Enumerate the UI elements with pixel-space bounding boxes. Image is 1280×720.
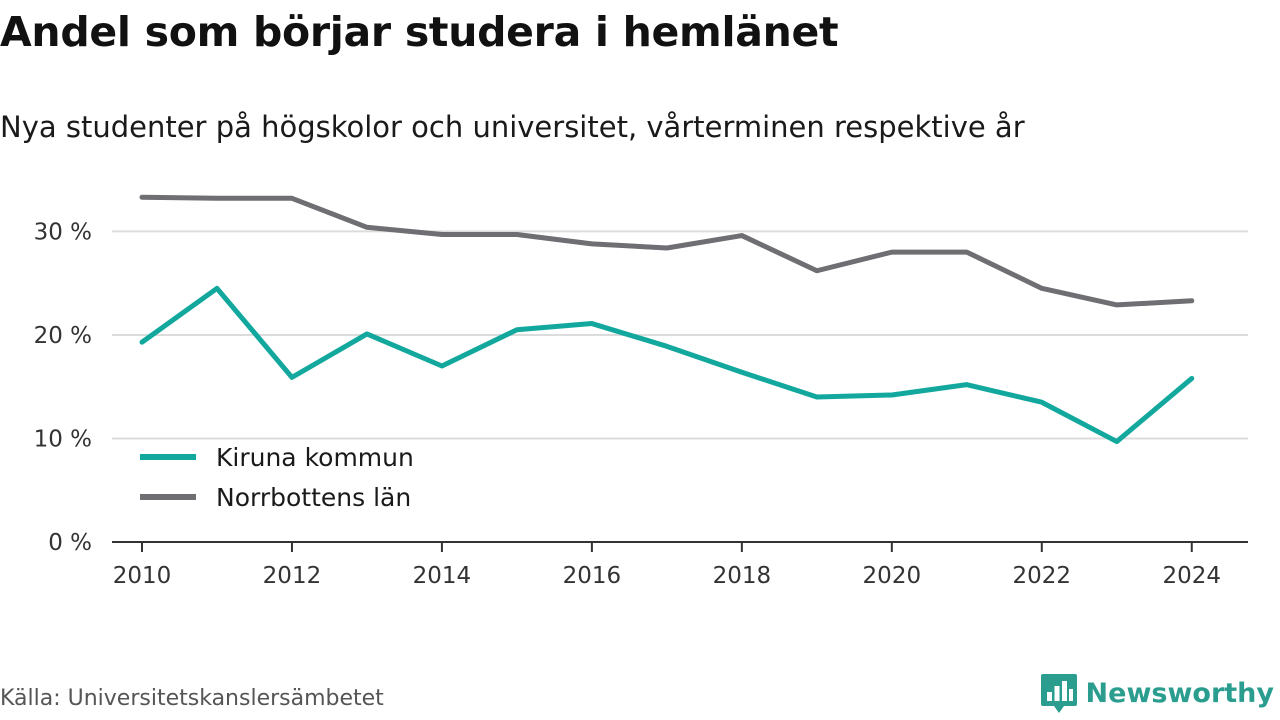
x-tick-label: 2012 <box>263 563 322 589</box>
x-tick-label: 2018 <box>713 563 772 589</box>
legend-label: Norrbottens län <box>216 483 411 512</box>
x-tick-label: 2022 <box>1013 563 1072 589</box>
chart-title: Andel som börjar studera i hemlänet <box>0 8 839 56</box>
y-tick-label: 20 % <box>34 323 92 349</box>
x-tick-label: 2020 <box>863 563 922 589</box>
legend-label: Kiruna kommun <box>216 443 414 472</box>
legend-item-kiruna: Kiruna kommun <box>140 443 414 472</box>
legend: Kiruna kommun Norrbottens län <box>140 443 414 512</box>
y-tick-label: 0 % <box>48 530 92 556</box>
y-tick-label: 30 % <box>34 219 92 245</box>
x-tick-label: 2024 <box>1162 563 1221 589</box>
legend-item-norrbotten: Norrbottens län <box>140 483 411 512</box>
series-lines <box>139 194 1195 445</box>
source-note: Källa: Universitetskanslersämbetet <box>0 686 384 711</box>
series-line-kiruna <box>139 285 1195 445</box>
x-tick-label: 2016 <box>563 563 622 589</box>
gridlines <box>112 230 1248 440</box>
chart-subtitle: Nya studenter på högskolor och universit… <box>0 110 1025 144</box>
series-line-norrbotten <box>139 194 1195 308</box>
x-tick-label: 2010 <box>113 563 172 589</box>
brand-logo: Newsworthy <box>1040 672 1274 714</box>
axes: 0 % 10 % 20 % 30 % 2010 2012 2014 2016 2018 2020 2… <box>34 219 1248 589</box>
brand-name: Newsworthy <box>1085 677 1274 709</box>
bar-chart-logo-icon <box>1040 674 1077 713</box>
x-tick-label: 2014 <box>413 563 472 589</box>
y-tick-label: 10 % <box>34 426 92 452</box>
